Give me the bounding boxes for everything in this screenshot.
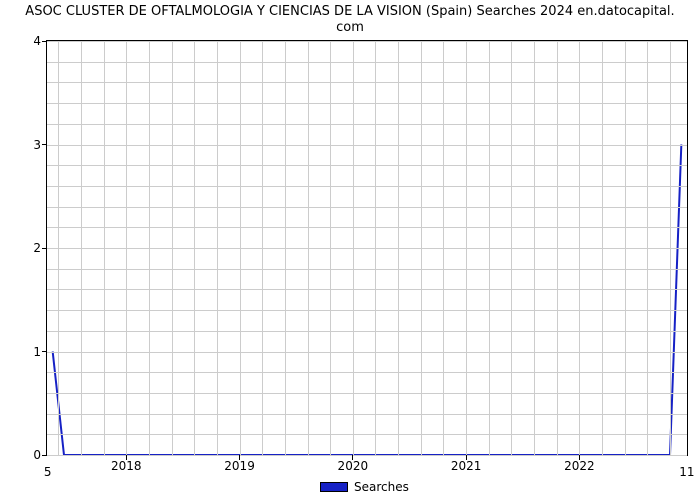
xtick-label: 2018 xyxy=(111,455,142,473)
chart-title-line1: ASOC CLUSTER DE OFTALMOLOGIA Y CIENCIAS … xyxy=(25,4,674,19)
legend-label: Searches xyxy=(354,480,409,494)
gridline-v-minor xyxy=(308,41,309,455)
xtick-label: 2022 xyxy=(564,455,595,473)
gridline-h xyxy=(47,41,687,42)
gridline-h-minor xyxy=(47,124,687,125)
gridline-h xyxy=(47,145,687,146)
gridline-h-minor xyxy=(47,103,687,104)
plot-area: 0123420182019202020212022 xyxy=(46,40,688,456)
ytick-label: 2 xyxy=(33,241,47,255)
gridline-v-minor xyxy=(534,41,535,455)
gridline-h-minor xyxy=(47,227,687,228)
gridline-v-minor xyxy=(194,41,195,455)
gridline-h-minor xyxy=(47,434,687,435)
legend-swatch xyxy=(320,482,348,492)
gridline-v-minor xyxy=(489,41,490,455)
ytick-label: 1 xyxy=(33,345,47,359)
gridline-v xyxy=(466,41,467,455)
gridline-h xyxy=(47,248,687,249)
xtick-label: 2021 xyxy=(451,455,482,473)
gridline-h-minor xyxy=(47,186,687,187)
endpoint-label: 11 xyxy=(679,465,694,479)
gridline-h-minor xyxy=(47,269,687,270)
endpoint-label: 5 xyxy=(44,465,52,479)
chart-title-line2: com xyxy=(336,20,364,35)
xtick-label: 2020 xyxy=(338,455,369,473)
chart-title: ASOC CLUSTER DE OFTALMOLOGIA Y CIENCIAS … xyxy=(0,4,700,37)
gridline-v-minor xyxy=(625,41,626,455)
gridline-v-minor xyxy=(285,41,286,455)
figure: ASOC CLUSTER DE OFTALMOLOGIA Y CIENCIAS … xyxy=(0,0,700,500)
gridline-v-minor xyxy=(330,41,331,455)
gridline-v-minor xyxy=(81,41,82,455)
gridline-h-minor xyxy=(47,310,687,311)
gridline-v-minor xyxy=(670,41,671,455)
gridline-v-minor xyxy=(647,41,648,455)
series-searches xyxy=(53,145,682,456)
gridline-h-minor xyxy=(47,289,687,290)
gridline-h-minor xyxy=(47,331,687,332)
gridline-v-minor xyxy=(398,41,399,455)
gridline-h xyxy=(47,352,687,353)
gridline-v-minor xyxy=(375,41,376,455)
gridline-v-minor xyxy=(443,41,444,455)
gridline-v-minor xyxy=(557,41,558,455)
xtick-label: 2019 xyxy=(224,455,255,473)
gridline-v xyxy=(240,41,241,455)
gridline-h-minor xyxy=(47,62,687,63)
gridline-v-minor xyxy=(58,41,59,455)
gridline-v xyxy=(126,41,127,455)
gridline-h-minor xyxy=(47,372,687,373)
gridline-v xyxy=(353,41,354,455)
ytick-label: 3 xyxy=(33,138,47,152)
ytick-label: 0 xyxy=(33,448,47,462)
gridline-v-minor xyxy=(602,41,603,455)
gridline-h-minor xyxy=(47,207,687,208)
gridline-v-minor xyxy=(217,41,218,455)
gridline-h-minor xyxy=(47,414,687,415)
gridline-v-minor xyxy=(172,41,173,455)
ytick-label: 4 xyxy=(33,34,47,48)
gridline-v-minor xyxy=(262,41,263,455)
gridline-v-minor xyxy=(149,41,150,455)
gridline-v-minor xyxy=(104,41,105,455)
legend: Searches xyxy=(320,480,409,494)
gridline-v-minor xyxy=(421,41,422,455)
gridline-h-minor xyxy=(47,165,687,166)
gridline-h-minor xyxy=(47,82,687,83)
gridline-h-minor xyxy=(47,393,687,394)
gridline-v xyxy=(579,41,580,455)
gridline-v-minor xyxy=(511,41,512,455)
